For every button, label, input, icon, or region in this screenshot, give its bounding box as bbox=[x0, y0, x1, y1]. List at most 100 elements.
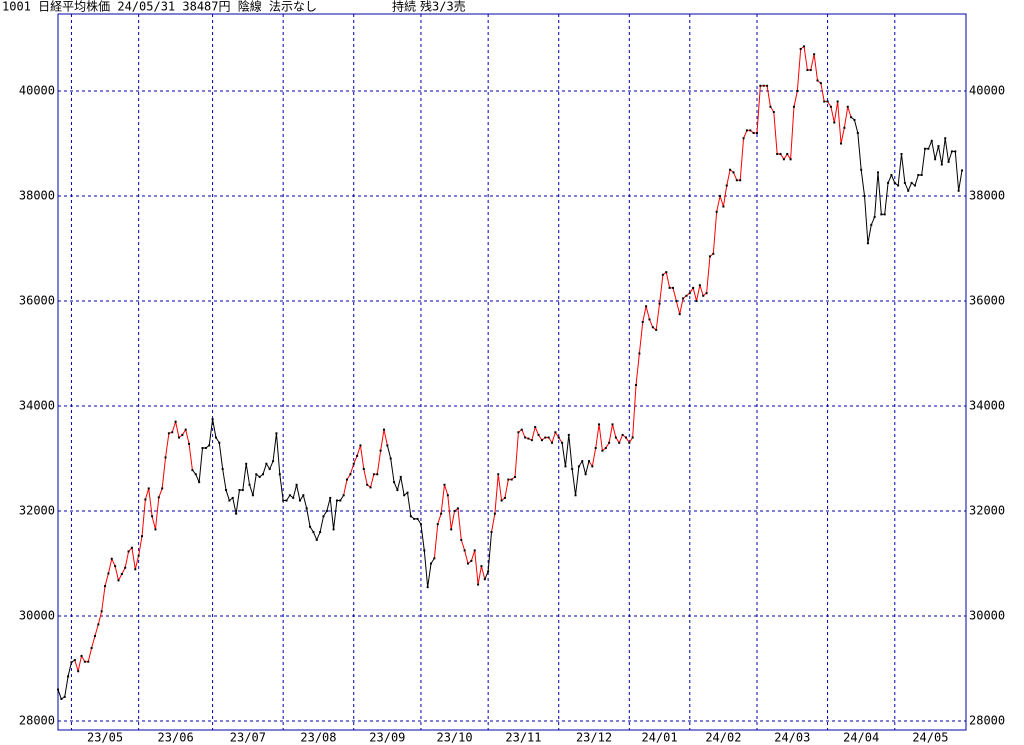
price-dot bbox=[759, 84, 762, 87]
price-dot bbox=[453, 510, 456, 513]
price-dot bbox=[604, 447, 607, 450]
price-dot bbox=[110, 557, 113, 560]
price-dot bbox=[275, 432, 278, 435]
price-dot bbox=[171, 431, 174, 434]
price-dot bbox=[157, 496, 160, 499]
price-dot bbox=[413, 517, 416, 520]
price-dot bbox=[917, 174, 920, 177]
price-dot bbox=[141, 535, 144, 538]
price-dot bbox=[114, 565, 117, 568]
price-dot bbox=[483, 578, 486, 581]
price-dot bbox=[332, 528, 335, 531]
price-dot bbox=[571, 468, 574, 471]
price-dot bbox=[591, 465, 594, 468]
price-dot bbox=[944, 137, 947, 140]
price-dot bbox=[419, 523, 422, 526]
price-dot bbox=[628, 441, 631, 444]
price-dot bbox=[440, 512, 443, 515]
price-line bbox=[57, 659, 76, 700]
price-dot bbox=[124, 566, 127, 569]
price-dot bbox=[587, 460, 590, 463]
price-dot bbox=[601, 449, 604, 452]
price-dot bbox=[766, 84, 769, 87]
price-dot bbox=[403, 494, 406, 497]
price-dot bbox=[769, 105, 772, 108]
price-dot bbox=[90, 647, 93, 650]
price-dot bbox=[188, 442, 191, 445]
price-dot bbox=[863, 195, 866, 198]
price-dot bbox=[776, 153, 779, 156]
price-dot bbox=[719, 195, 722, 198]
price-dot bbox=[167, 432, 170, 435]
price-dot bbox=[161, 487, 164, 490]
price-dot bbox=[648, 318, 651, 321]
price-dot bbox=[876, 171, 879, 174]
price-dot bbox=[255, 473, 258, 476]
price-line bbox=[74, 419, 193, 674]
x-tick-label: 23/07 bbox=[230, 731, 266, 745]
price-dot bbox=[853, 118, 856, 121]
price-dot bbox=[668, 286, 671, 289]
price-dot bbox=[433, 557, 436, 560]
price-dot bbox=[752, 132, 755, 135]
x-tick-label: 23/06 bbox=[158, 731, 194, 745]
y-tick-label: 32000 bbox=[19, 504, 55, 518]
price-dot bbox=[809, 69, 812, 72]
price-dot bbox=[934, 158, 937, 161]
price-dot bbox=[238, 489, 241, 492]
price-dot bbox=[443, 483, 446, 486]
price-dot bbox=[517, 431, 520, 434]
y-tick-label: 36000 bbox=[19, 294, 55, 308]
price-dot bbox=[503, 496, 506, 499]
price-dot bbox=[120, 573, 123, 576]
price-dot bbox=[144, 498, 147, 501]
price-dot bbox=[819, 82, 822, 85]
price-dot bbox=[245, 462, 248, 465]
price-dot bbox=[645, 305, 648, 308]
x-tick-label: 24/03 bbox=[774, 731, 810, 745]
price-dot bbox=[456, 507, 459, 510]
price-dot bbox=[671, 286, 674, 289]
price-dot bbox=[265, 462, 268, 465]
price-dot bbox=[534, 426, 537, 429]
y-tick-label-right: 30000 bbox=[969, 609, 1005, 623]
price-dot bbox=[241, 489, 244, 492]
price-dot bbox=[97, 623, 100, 626]
price-dot bbox=[924, 147, 927, 150]
price-dot bbox=[436, 523, 439, 526]
price-dot bbox=[181, 433, 184, 436]
price-dot bbox=[762, 84, 765, 87]
price-dot bbox=[379, 449, 382, 452]
price-dot bbox=[584, 473, 587, 476]
price-dot bbox=[742, 137, 745, 140]
price-dot bbox=[954, 150, 957, 153]
price-dot bbox=[611, 423, 614, 426]
price-dot bbox=[913, 184, 916, 187]
price-dot bbox=[376, 473, 379, 476]
price-dot bbox=[846, 105, 849, 108]
price-dot bbox=[772, 111, 775, 114]
price-dot bbox=[887, 181, 890, 184]
price-dot bbox=[574, 494, 577, 497]
price-dot bbox=[399, 475, 402, 478]
price-dot bbox=[151, 515, 154, 518]
price-dot bbox=[806, 69, 809, 72]
price-dot bbox=[147, 487, 150, 490]
price-dot bbox=[100, 610, 103, 613]
price-line bbox=[433, 484, 486, 585]
x-tick-label: 24/02 bbox=[705, 731, 741, 745]
price-dot bbox=[927, 147, 930, 150]
price-dot bbox=[285, 499, 288, 502]
price-dot bbox=[288, 494, 291, 497]
price-dot bbox=[826, 100, 829, 103]
price-dot bbox=[608, 441, 611, 444]
price-dot bbox=[221, 468, 224, 471]
price-dot bbox=[655, 328, 658, 331]
x-tick-label: 23/09 bbox=[369, 731, 405, 745]
price-dot bbox=[510, 478, 513, 481]
price-dot bbox=[396, 489, 399, 492]
price-dot bbox=[638, 352, 641, 355]
plot-frame bbox=[57, 13, 967, 731]
price-dot bbox=[137, 554, 140, 557]
price-dot bbox=[235, 512, 238, 515]
